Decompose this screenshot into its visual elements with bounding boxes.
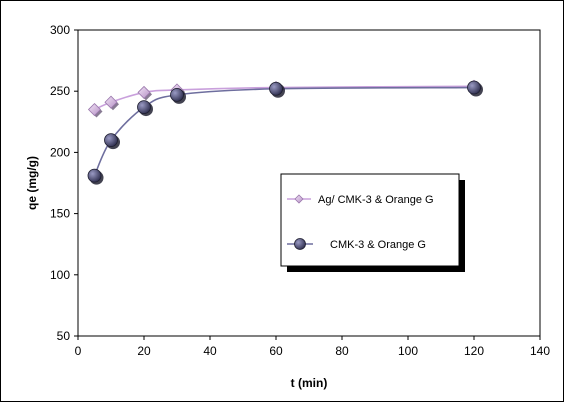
legend-box xyxy=(280,173,460,267)
y-tick-label: 50 xyxy=(57,329,71,343)
data-point xyxy=(137,85,151,99)
y-axis-ticks: 50 100 150 200 250 300 xyxy=(50,23,78,343)
x-tick-label: 20 xyxy=(137,344,151,358)
legend-marker-ag xyxy=(294,194,304,204)
series-layer xyxy=(87,79,483,185)
y-tick-label: 150 xyxy=(50,207,70,221)
y-tick-label: 250 xyxy=(50,84,70,98)
legend: Ag/ CMK-3 & Orange G CMK-3 & Orange G xyxy=(280,173,465,272)
x-tick-label: 80 xyxy=(335,344,349,358)
y-tick-label: 200 xyxy=(50,145,70,159)
series-cmk3 xyxy=(87,80,483,185)
data-point xyxy=(104,95,118,109)
data-point xyxy=(170,87,184,102)
data-point xyxy=(137,100,151,115)
x-tick-label: 140 xyxy=(530,344,550,358)
y-axis-title: qe (mg/g) xyxy=(25,156,39,210)
legend-label-ag: Ag/ CMK-3 & Orange G xyxy=(318,194,434,206)
y-tick-label: 300 xyxy=(50,23,70,37)
y-tick-label: 100 xyxy=(50,268,70,282)
x-tick-label: 0 xyxy=(75,344,82,358)
x-tick-label: 120 xyxy=(464,344,484,358)
legend-label-cmk: CMK-3 & Orange G xyxy=(330,239,426,251)
x-tick-label: 40 xyxy=(203,344,217,358)
data-point xyxy=(269,81,283,96)
legend-marker-cmk xyxy=(294,238,306,250)
x-tick-label: 100 xyxy=(398,344,418,358)
data-point xyxy=(87,168,102,183)
x-axis-title: t (min) xyxy=(291,376,328,390)
data-point xyxy=(87,102,102,117)
data-point xyxy=(104,133,118,148)
data-point xyxy=(467,80,481,95)
x-axis-ticks: 0 20 40 60 80 100 120 140 xyxy=(75,336,550,358)
x-tick-label: 60 xyxy=(269,344,283,358)
